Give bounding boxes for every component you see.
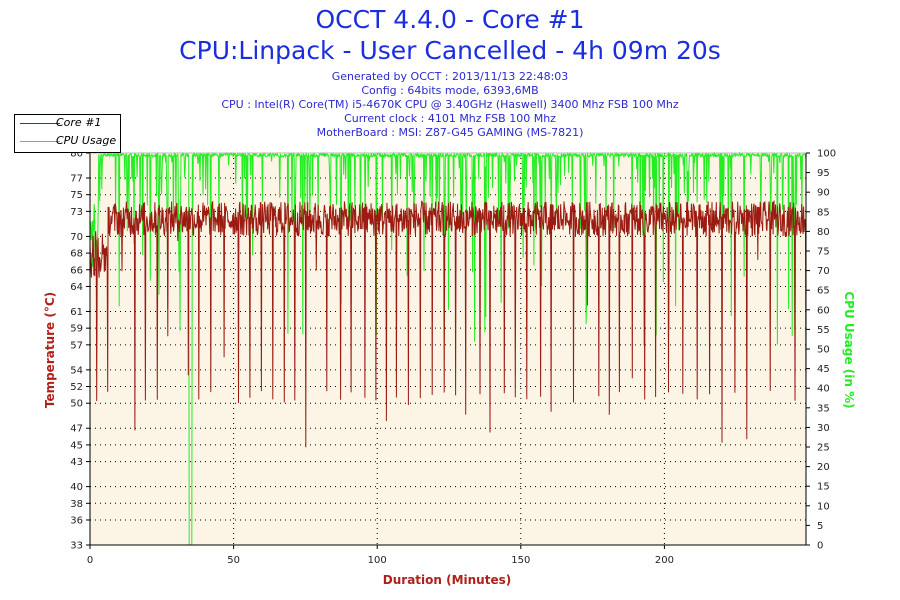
tick-labels: 3336384043454750525457596164666870737577…	[70, 149, 836, 567]
y-left-tick-label: 75	[70, 190, 83, 201]
x-tick-label: 150	[511, 555, 530, 566]
y-right-tick-label: 15	[817, 482, 830, 493]
y-right-tick-label: 95	[817, 168, 830, 179]
y-right-tick-label: 0	[817, 541, 823, 552]
legend-item-core: Core #1	[15, 115, 120, 131]
y-right-tick-label: 40	[817, 384, 830, 395]
y-left-tick-label: 73	[70, 207, 83, 218]
y-right-tick-label: 20	[817, 462, 830, 473]
y-left-tick-label: 33	[70, 541, 83, 552]
x-tick-label: 0	[87, 555, 93, 566]
y-right-tick-label: 5	[817, 521, 823, 532]
y-left-tick-label: 36	[70, 515, 83, 526]
info-cpu: CPU : Intel(R) Core(TM) i5-4670K CPU @ 3…	[221, 98, 679, 111]
info-clock: Current clock : 4101 Mhz FSB 100 Mhz	[344, 112, 556, 125]
y-left-tick-label: 66	[70, 265, 83, 276]
y-right-tick-label: 10	[817, 501, 830, 512]
y-left-tick-label: 68	[70, 249, 83, 260]
x-tick-label: 200	[655, 555, 674, 566]
y-left-tick-label: 61	[70, 307, 83, 318]
y-left-tick-label: 77	[70, 174, 83, 185]
y-left-tick-label: 64	[70, 282, 83, 293]
y-right-tick-label: 80	[817, 227, 830, 238]
y-left-tick-label: 59	[70, 324, 83, 335]
y-left-tick-label: 54	[70, 365, 83, 376]
legend-swatch-core	[20, 123, 60, 124]
y-right-tick-label: 35	[817, 403, 830, 414]
core-temperature-series	[89, 199, 807, 448]
y-right-tick-label: 30	[817, 423, 830, 434]
legend: Core #1 CPU Usage	[14, 114, 121, 153]
info-generated: Generated by OCCT : 2013/11/13 22:48:03	[331, 70, 569, 83]
x-tick-label: 50	[227, 555, 240, 566]
y-right-tick-label: 85	[817, 207, 830, 218]
y-right-tick-label: 100	[817, 149, 836, 160]
y-left-tick-label: 50	[70, 399, 83, 410]
y-left-tick-label: 38	[70, 499, 83, 510]
y-right-tick-label: 50	[817, 345, 830, 356]
y-left-tick-label: 57	[70, 340, 83, 351]
legend-label-usage: CPU Usage	[56, 134, 117, 147]
info-motherboard: MotherBoard : MSI: Z87-G45 GAMING (MS-78…	[316, 126, 584, 139]
y-right-tick-label: 60	[817, 305, 830, 316]
x-tick-label: 100	[368, 555, 387, 566]
y-right-tick-label: 55	[817, 325, 830, 336]
cpu-usage-series	[89, 151, 807, 546]
y-left-tick-label: 47	[70, 424, 83, 435]
y-right-tick-label: 25	[817, 443, 830, 454]
y-left-tick-label: 52	[70, 382, 83, 393]
chart-subtitle: CPU:Linpack - User Cancelled - 4h 09m 20…	[179, 36, 721, 65]
y-right-tick-label: 75	[817, 247, 830, 258]
y-left-axis-label: Temperature (°C)	[43, 292, 57, 408]
chart-title: OCCT 4.4.0 - Core #1	[315, 5, 585, 34]
y-right-tick-label: 70	[817, 266, 830, 277]
axes	[86, 152, 810, 549]
legend-label-core: Core #1	[56, 116, 102, 129]
y-right-tick-label: 45	[817, 364, 830, 375]
y-right-axis-label: CPU Usage (in %)	[842, 291, 856, 408]
legend-swatch-usage	[20, 141, 60, 142]
y-left-tick-label: 80	[70, 149, 83, 160]
y-left-tick-label: 43	[70, 457, 83, 468]
y-right-tick-label: 65	[817, 286, 830, 297]
y-right-tick-label: 90	[817, 188, 830, 199]
y-left-tick-label: 70	[70, 232, 83, 243]
info-config: Config : 64bits mode, 6393,6MB	[361, 84, 539, 97]
x-axis-label: Duration (Minutes)	[383, 573, 511, 587]
y-left-tick-label: 40	[70, 482, 83, 493]
legend-item-usage: CPU Usage	[15, 133, 120, 149]
y-left-tick-label: 45	[70, 440, 83, 451]
